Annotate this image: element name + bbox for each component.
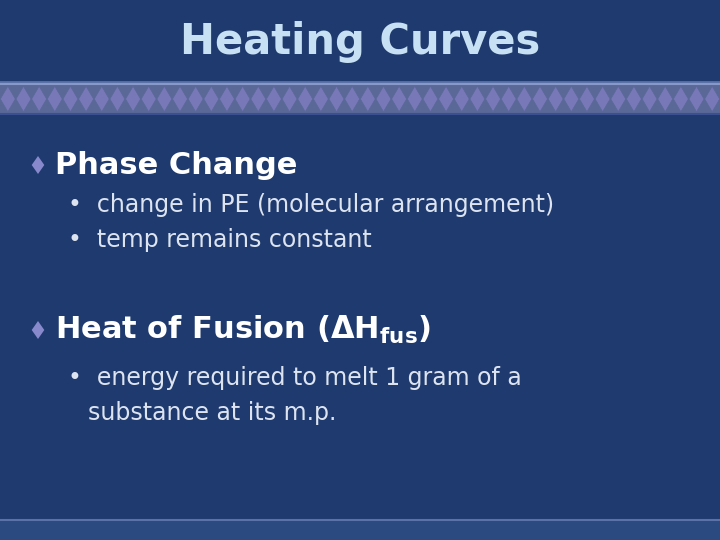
- Polygon shape: [173, 86, 187, 112]
- Polygon shape: [141, 86, 156, 112]
- Polygon shape: [63, 86, 78, 112]
- Polygon shape: [32, 156, 45, 174]
- Bar: [0, 520, 720, 540]
- Polygon shape: [376, 86, 391, 112]
- Polygon shape: [470, 86, 485, 112]
- Text: Phase Change: Phase Change: [55, 151, 297, 179]
- Polygon shape: [548, 86, 563, 112]
- Polygon shape: [580, 86, 595, 112]
- Polygon shape: [204, 86, 219, 112]
- Polygon shape: [188, 86, 203, 112]
- Polygon shape: [282, 86, 297, 112]
- Text: •  temp remains constant: • temp remains constant: [68, 228, 372, 252]
- Text: Heat of Fusion ($\mathbf{\Delta H_{fus}}$): Heat of Fusion ($\mathbf{\Delta H_{fus}}…: [55, 314, 431, 346]
- Polygon shape: [533, 86, 547, 112]
- Polygon shape: [32, 86, 47, 112]
- Polygon shape: [251, 86, 266, 112]
- Polygon shape: [423, 86, 438, 112]
- Polygon shape: [157, 86, 172, 112]
- Polygon shape: [595, 86, 610, 112]
- Polygon shape: [297, 86, 312, 112]
- Polygon shape: [517, 86, 532, 112]
- Polygon shape: [673, 86, 688, 112]
- Polygon shape: [438, 86, 454, 112]
- Polygon shape: [657, 86, 672, 112]
- Polygon shape: [266, 86, 282, 112]
- Polygon shape: [94, 86, 109, 112]
- Text: substance at its m.p.: substance at its m.p.: [88, 401, 336, 425]
- Polygon shape: [454, 86, 469, 112]
- Polygon shape: [313, 86, 328, 112]
- Text: •  energy required to melt 1 gram of a: • energy required to melt 1 gram of a: [68, 366, 522, 390]
- Polygon shape: [626, 86, 642, 112]
- Polygon shape: [485, 86, 500, 112]
- Polygon shape: [220, 86, 235, 112]
- Polygon shape: [235, 86, 250, 112]
- Polygon shape: [611, 86, 626, 112]
- Polygon shape: [564, 86, 579, 112]
- Polygon shape: [32, 321, 45, 339]
- Polygon shape: [78, 86, 94, 112]
- Polygon shape: [0, 86, 15, 112]
- Text: Heating Curves: Heating Curves: [180, 21, 540, 63]
- Polygon shape: [501, 86, 516, 112]
- Polygon shape: [125, 86, 140, 112]
- Polygon shape: [408, 86, 423, 112]
- Polygon shape: [642, 86, 657, 112]
- Polygon shape: [329, 86, 344, 112]
- Polygon shape: [392, 86, 407, 112]
- Polygon shape: [705, 86, 720, 112]
- Bar: [0, 84, 720, 114]
- Polygon shape: [345, 86, 360, 112]
- Polygon shape: [16, 86, 31, 112]
- Text: •  change in PE (molecular arrangement): • change in PE (molecular arrangement): [68, 193, 554, 217]
- Polygon shape: [110, 86, 125, 112]
- Polygon shape: [360, 86, 375, 112]
- Polygon shape: [689, 86, 704, 112]
- Polygon shape: [48, 86, 63, 112]
